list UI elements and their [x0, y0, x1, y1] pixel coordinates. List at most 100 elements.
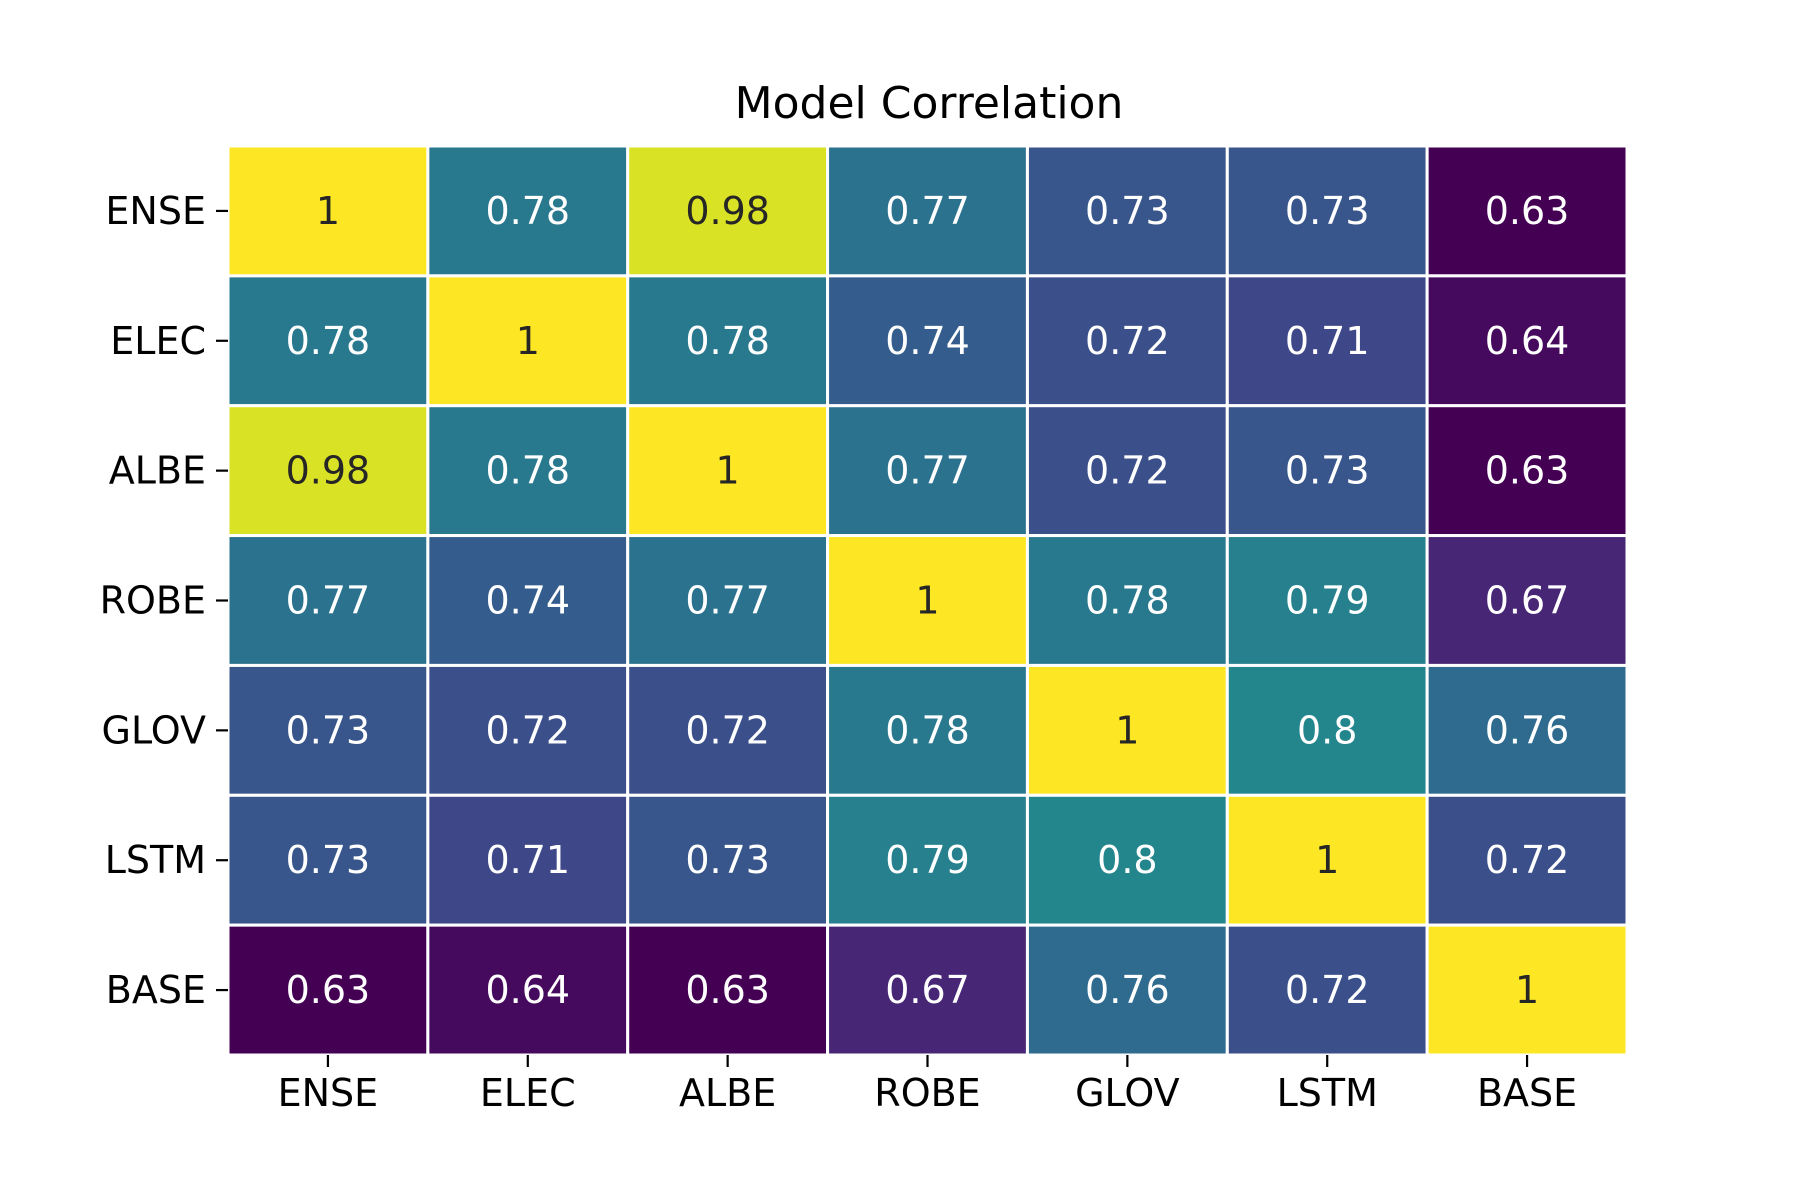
cell-value-label: 0.73: [1285, 189, 1370, 233]
cell-value-label: 1: [1515, 968, 1539, 1012]
cell-value-label: 1: [1115, 708, 1139, 752]
cell-value-label: 0.64: [1485, 319, 1570, 363]
heatmap-cell: [826, 793, 1029, 927]
heatmap-cell: [1025, 534, 1229, 667]
cell-value-label: 0.77: [885, 449, 970, 493]
cell-value-label: 0.73: [286, 708, 371, 752]
cell-value-label: 0.78: [485, 189, 570, 233]
y-tick-label: ELEC: [110, 319, 206, 363]
y-axis: ENSE ELEC ALBE ROBE GLOV LSTM BASE: [100, 189, 228, 1012]
heatmap-cell: [626, 793, 830, 927]
heatmap-cell: [426, 404, 630, 538]
heatmap-cell: [1425, 274, 1629, 408]
heatmap-cell: [626, 274, 830, 408]
heatmap-cell: [626, 144, 830, 278]
heatmap-cell: [1025, 404, 1229, 538]
heatmap-cell: [1025, 923, 1229, 1057]
cell-value-label: 0.73: [685, 838, 770, 882]
x-axis: ENSE ELEC ALBE ROBE GLOV LSTM BASE: [278, 1055, 1577, 1115]
cell-value-label: 0.8: [1097, 838, 1157, 882]
heatmap-cell: [426, 274, 630, 408]
x-tick-label: ENSE: [278, 1071, 379, 1115]
cell-value-label: 0.64: [485, 968, 570, 1012]
heatmap-cell: [226, 144, 430, 278]
cell-value-label: 1: [716, 449, 740, 493]
heatmap-cell: [626, 663, 830, 797]
cell-value-label: 0.73: [286, 838, 371, 882]
heatmap-cell: [426, 534, 630, 667]
y-tick-label: GLOV: [102, 708, 207, 752]
cell-value-label: 1: [516, 319, 540, 363]
cell-value-label: 0.67: [1485, 579, 1570, 623]
cell-value-label: 0.71: [1285, 319, 1370, 363]
cell-value-label: 0.8: [1297, 708, 1357, 752]
cell-value-label: 1: [1315, 838, 1339, 882]
cell-value-label: 0.98: [286, 449, 371, 493]
heatmap-cell: [1225, 923, 1429, 1057]
cell-value-label: 0.72: [1285, 968, 1370, 1012]
heatmap-cell: [426, 144, 630, 278]
heatmap-cell: [1225, 793, 1429, 927]
cell-value-label: 0.77: [885, 189, 970, 233]
y-tick-label: ALBE: [109, 449, 206, 493]
cell-value-label: 0.78: [485, 449, 570, 493]
cell-value-label: 0.78: [685, 319, 770, 363]
heatmap-cell: [1225, 274, 1429, 408]
heatmap-cell: [226, 923, 430, 1057]
heatmap-cell: [826, 923, 1029, 1057]
x-tick-label: ALBE: [679, 1071, 776, 1115]
cell-value-label: 0.63: [1485, 449, 1570, 493]
cell-value-label: 0.78: [885, 708, 970, 752]
cell-value-label: 0.71: [485, 838, 570, 882]
cell-value-label: 0.76: [1085, 968, 1170, 1012]
cell-value-label: 0.72: [1485, 838, 1570, 882]
cell-value-label: 0.73: [1085, 189, 1170, 233]
cell-value-label: 0.67: [885, 968, 970, 1012]
cell-value-label: 0.98: [685, 189, 770, 233]
x-tick-label: LSTM: [1277, 1071, 1378, 1115]
cell-value-label: 0.72: [1085, 449, 1170, 493]
heatmap-cell: [826, 534, 1029, 667]
heatmap-cell: [1025, 274, 1229, 408]
cell-value-label: 0.74: [485, 579, 570, 623]
cell-value-label: 0.77: [286, 579, 371, 623]
cell-value-label: 1: [316, 189, 340, 233]
heatmap-cell: [226, 663, 430, 797]
heatmap-cell: [226, 404, 430, 538]
heatmap-cell: [1425, 404, 1629, 538]
cell-value-label: 0.78: [1085, 579, 1170, 623]
x-tick-label: ELEC: [480, 1071, 576, 1115]
cell-value-label: 1: [915, 579, 939, 623]
x-tick-label: GLOV: [1075, 1071, 1180, 1115]
y-tick-label: LSTM: [105, 838, 206, 882]
cell-value-label: 0.79: [1285, 579, 1370, 623]
heatmap-cell: [426, 663, 630, 797]
heatmap-cell: [426, 923, 630, 1057]
x-tick-label: ROBE: [874, 1071, 980, 1115]
x-tick-label: BASE: [1477, 1071, 1577, 1115]
heatmap-cell-labels: 1 0.78 0.98 0.77 0.73 0.73 0.63 0.78 1 0.78 0.74 0.…: [286, 189, 1570, 1012]
y-tick-label: BASE: [106, 968, 206, 1012]
heatmap-cell: [1425, 923, 1629, 1057]
cell-value-label: 0.72: [1085, 319, 1170, 363]
heatmap-cell: [1425, 793, 1629, 927]
heatmap-cell: [826, 404, 1029, 538]
heatmap-cell: [626, 923, 830, 1057]
cell-value-label: 0.73: [1285, 449, 1370, 493]
cell-value-label: 0.79: [885, 838, 970, 882]
cell-value-label: 0.78: [286, 319, 371, 363]
chart-title: Model Correlation: [735, 78, 1124, 129]
cell-value-label: 0.76: [1485, 708, 1570, 752]
cell-value-label: 0.77: [685, 579, 770, 623]
heatmap-cell: [1425, 144, 1629, 278]
heatmap-cell: [226, 534, 430, 667]
cell-value-label: 0.74: [885, 319, 970, 363]
heatmap-cell: [1425, 663, 1629, 797]
y-tick-label: ROBE: [100, 579, 206, 623]
heatmap-cell: [626, 404, 830, 538]
cell-value-label: 0.72: [485, 708, 570, 752]
heatmap-cells: [226, 144, 1629, 1057]
cell-value-label: 0.63: [1485, 189, 1570, 233]
heatmap-cell: [1425, 534, 1629, 667]
